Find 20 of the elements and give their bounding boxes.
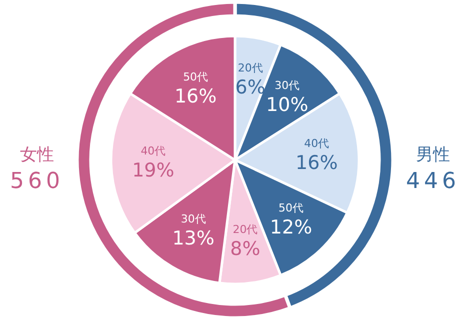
data-label: 16% (174, 85, 217, 108)
slice-label: 30代 (180, 212, 206, 226)
slice-label: 40代 (304, 136, 330, 150)
slice-label: 50代 (278, 202, 304, 215)
data-label: 19% (132, 160, 174, 182)
slice-label: 40代 (140, 144, 166, 158)
data-label: 6% (235, 76, 266, 99)
data-label: 446 (406, 169, 460, 194)
data-label: 16% (296, 152, 338, 174)
slice-label: 20代 (238, 62, 263, 75)
slice-label: 20代 (232, 223, 258, 236)
slice-label: 30代 (274, 78, 300, 92)
data-label: 10% (266, 94, 308, 116)
slice-label: 男性 (416, 145, 450, 165)
data-label: 12% (270, 216, 312, 239)
slice-label: 50代 (183, 70, 208, 84)
slice-label: 女性 (20, 145, 54, 165)
data-label: 8% (230, 238, 260, 260)
data-label: 560 (10, 169, 64, 194)
data-label: 13% (172, 227, 214, 250)
